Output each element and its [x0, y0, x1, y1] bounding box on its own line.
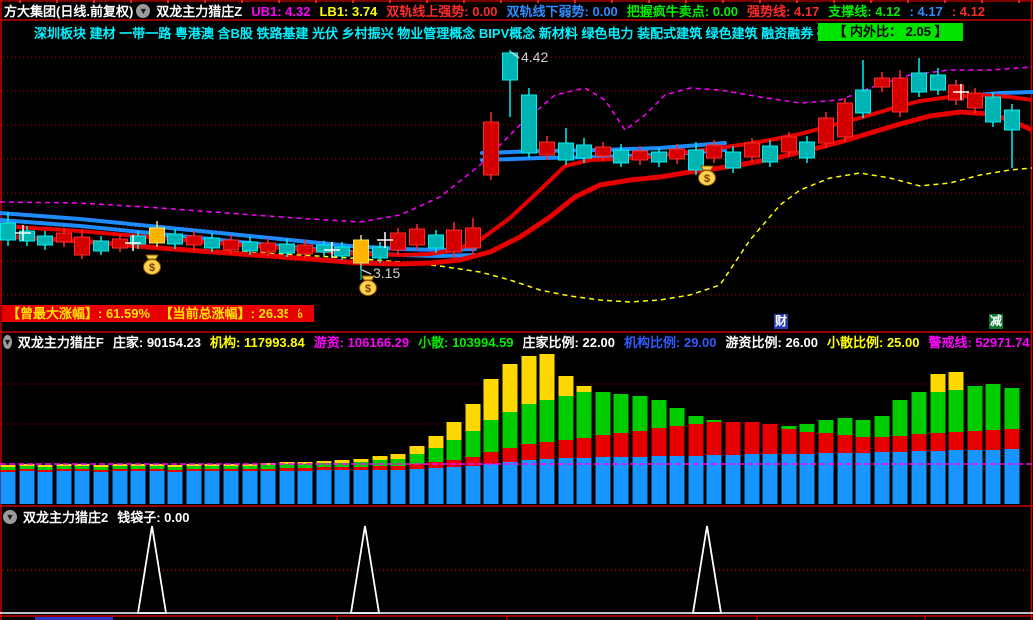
- red-block: [288, 305, 298, 322]
- zhuangjia-ratio: 庄家比例: 22.00: [522, 335, 616, 350]
- jigou-value: 机构: 117993.84: [210, 335, 305, 350]
- capital-bars-panel[interactable]: [0, 333, 1033, 506]
- stock-title: 方大集团(日线.前复权): [4, 4, 134, 19]
- title-bar: 方大集团(日线.前复权) ▼ 双龙主力猎庄Z UB1: 4.32 LB1: 3.7…: [0, 2, 1033, 19]
- inner-outer-ratio-badge: 【 内外比： 2.05 】: [818, 23, 963, 41]
- zhuangjia-value: 庄家: 90154.23: [112, 335, 202, 350]
- support-line-value: 支撑线: 4.12: [828, 4, 901, 19]
- chevron-down-icon[interactable]: ▼: [136, 3, 151, 18]
- max-gain-text: 【曾最大涨幅】: 61.59%: [7, 306, 151, 321]
- warning-line-value: 警戒线: 52971.74: [928, 335, 1030, 350]
- jigou-ratio: 机构比例: 29.00: [624, 335, 717, 350]
- panel2-values: 庄家: 90154.23 机构: 117993.84 游资: 106166.29 小散…: [113, 332, 1033, 351]
- xiaosan-ratio: 小散比例: 25.00: [827, 335, 920, 350]
- dual-track-weak-value: 双轨线下弱势: 0.00: [506, 4, 618, 19]
- chevron-down-icon[interactable]: ▼: [3, 334, 12, 349]
- panel3-indicator-name: 双龙主力猎庄2: [23, 510, 109, 525]
- mad-bull-sell-value: 把握疯牛卖点: 0.00: [626, 4, 739, 19]
- indicator-values: UB1: 4.32 LB1: 3.74 双轨线上强势: 0.00 双轨线下弱势: 0.…: [251, 1, 994, 20]
- cai-marker-badge: 财: [774, 314, 788, 329]
- ub1-value: UB1: 4.32: [251, 4, 311, 19]
- chevron-down-icon[interactable]: ▼: [3, 509, 17, 524]
- red-block: [303, 305, 308, 322]
- lb1-value: LB1: 3.74: [319, 4, 378, 19]
- strong-line-value: 强势线: 4.17: [747, 4, 820, 19]
- youzi-value: 游资: 106166.29: [313, 335, 410, 350]
- main-indicator-name: 双龙主力猎庄Z: [156, 4, 243, 19]
- gain-banner: 【曾最大涨幅】: 61.59% 【当前总涨幅】: 26.35%: [2, 305, 314, 322]
- extra-blue-value: : 4.17: [909, 4, 943, 19]
- money-bag-value: 钱袋子: 0.00: [117, 510, 190, 525]
- youzi-ratio: 游资比例: 26.00: [725, 335, 818, 350]
- jian-marker-badge: 减: [989, 314, 1003, 329]
- dual-track-strong-value: 双轨线上强势: 0.00: [386, 4, 498, 19]
- sector-tags-row: 深圳板块 建材 一带一路 粤港澳 含B股 铁路基建 光伏 乡村振兴 物业管理概念…: [0, 22, 1033, 42]
- panel3-header: ▼ 双龙主力猎庄2 钱袋子: 0.00: [0, 508, 1033, 525]
- main-candlestick-panel[interactable]: [0, 44, 1033, 332]
- bottom-status-cell[interactable]: [35, 617, 113, 620]
- current-gain-text: 【当前总涨幅】: 26.35%: [159, 306, 303, 321]
- xiaosan-value: 小散: 103994.59: [418, 335, 514, 350]
- extra-red-value: : 4.12: [951, 4, 986, 19]
- panel2-header: ▼ 双龙主力猎庄F 庄家: 90154.23 机构: 117993.84 游资: 1…: [0, 333, 1033, 350]
- sector-tags: 深圳板块 建材 一带一路 粤港澳 含B股 铁路基建 光伏 乡村振兴 物业管理概念…: [34, 25, 925, 41]
- panel2-indicator-name: 双龙主力猎庄F: [17, 335, 104, 350]
